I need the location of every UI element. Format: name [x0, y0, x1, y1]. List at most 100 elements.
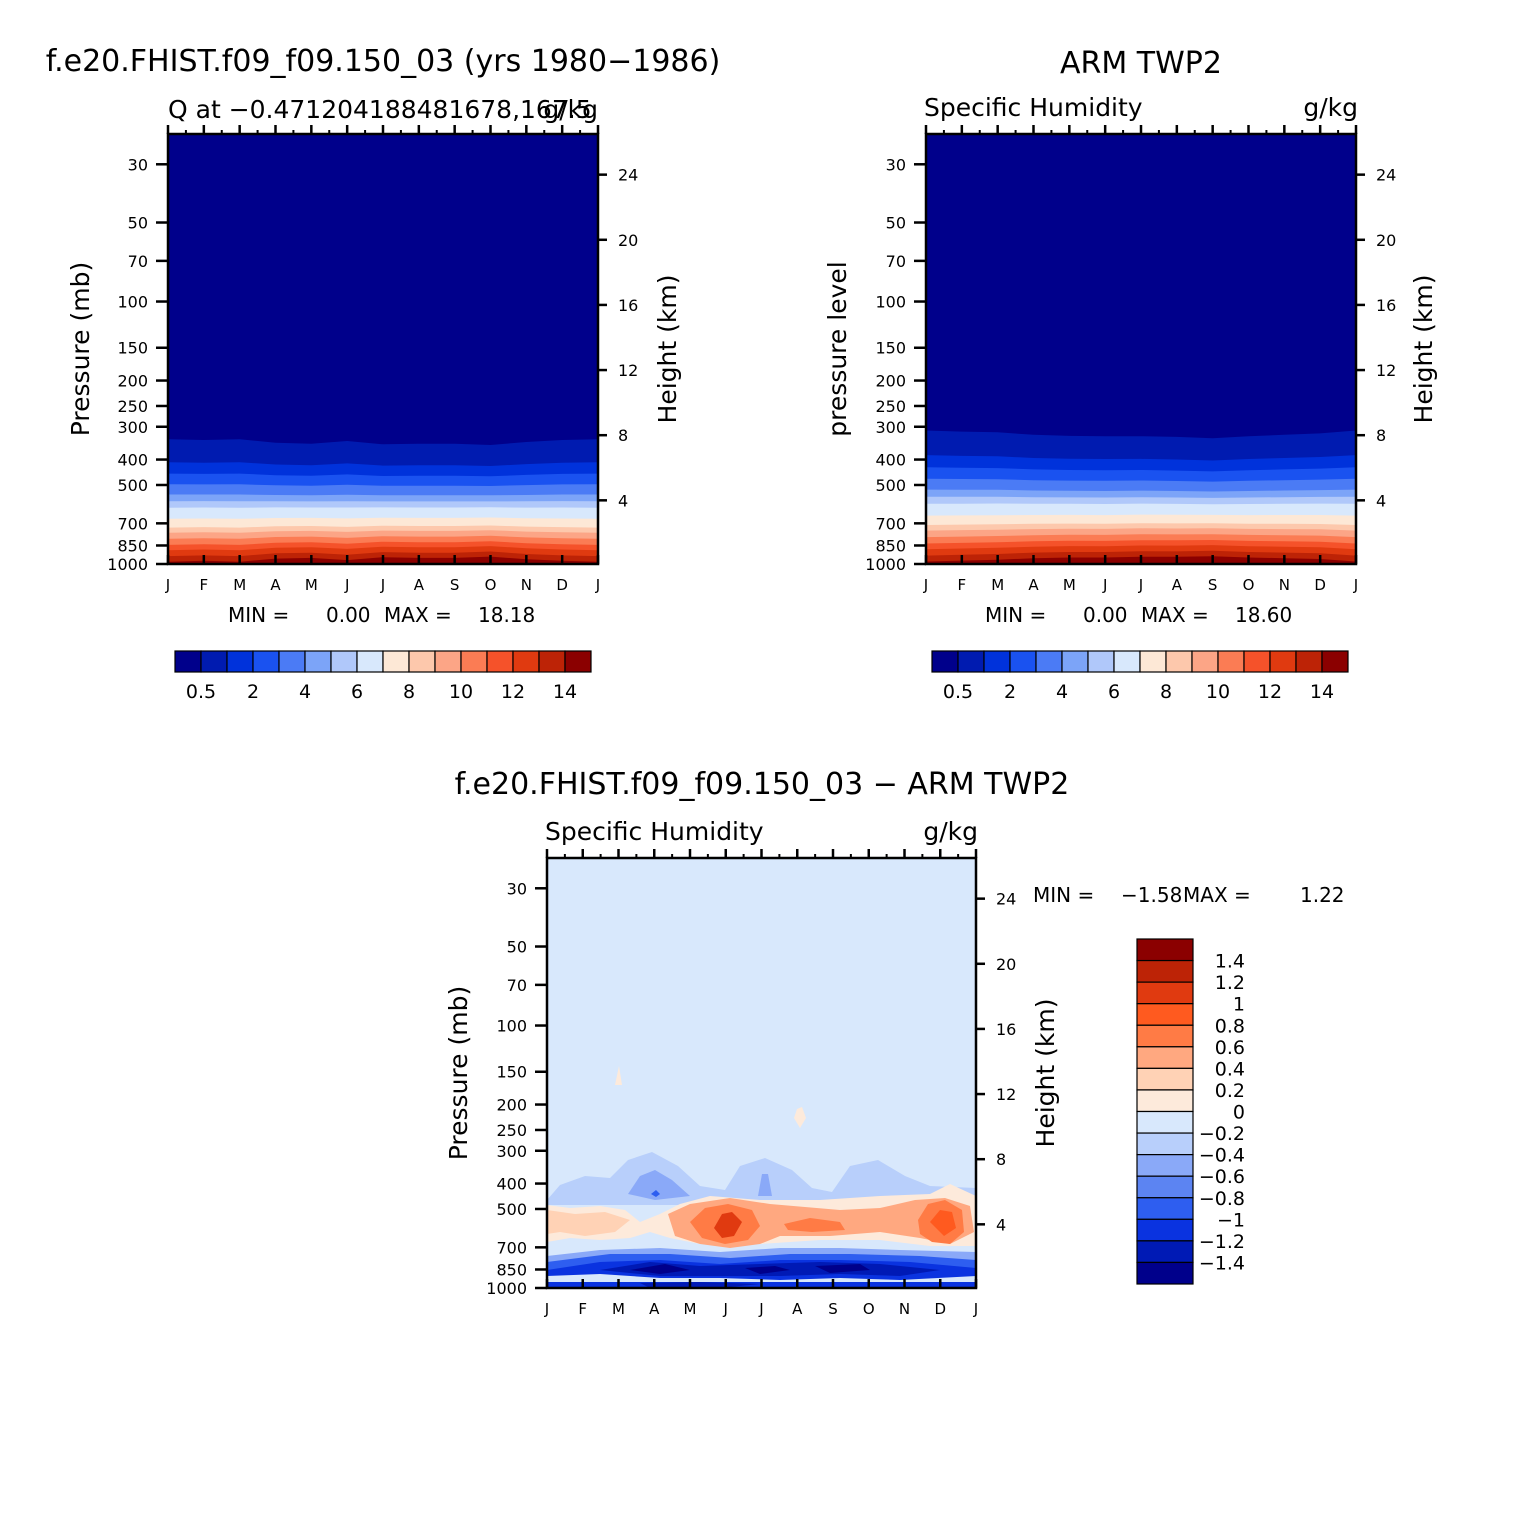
diff-ylabel: Pressure (mb)	[444, 986, 473, 1160]
colorbar-label: 8	[1160, 681, 1172, 703]
colorbar-box	[1136, 1154, 1194, 1177]
right-y-tick-label: 12	[618, 361, 638, 380]
x-tick-label: M	[1063, 576, 1076, 594]
y-tick-label: 400	[117, 451, 148, 470]
colorbar-box	[1136, 1046, 1194, 1069]
colorbar-box	[931, 650, 959, 673]
x-tick-label: J	[380, 576, 385, 594]
colorbar-box	[1217, 650, 1245, 673]
x-tick-label: M	[684, 1300, 697, 1318]
model-ylabel: Pressure (mb)	[66, 262, 95, 436]
colorbar-box	[226, 650, 254, 673]
obs-max-value: 18.60	[1235, 603, 1292, 627]
diff-plot-area	[547, 858, 976, 1288]
colorbar-box	[1136, 1132, 1194, 1156]
y-tick-label: 50	[128, 214, 148, 233]
diff-axis-ticks: J F M A M J J A S O N D J 30 50 70 100 150 200 250 300 400 500…	[486, 849, 1016, 1318]
y-tick-label: 400	[875, 451, 906, 470]
colorbar-box	[434, 650, 462, 673]
colorbar-box	[330, 650, 358, 673]
right-y-tick-label: 8	[996, 1150, 1006, 1169]
colorbar-label: 0.5	[943, 681, 973, 703]
right-y-tick-label: 4	[996, 1215, 1006, 1234]
colorbar-box	[1136, 1261, 1194, 1285]
x-tick-label: S	[450, 576, 460, 594]
x-tick-label: N	[1279, 576, 1290, 594]
y-tick-label: 700	[496, 1238, 527, 1257]
colorbar-label: 2	[247, 681, 259, 703]
colorbar-box	[1136, 1003, 1194, 1026]
y-tick-label: 30	[886, 155, 906, 174]
x-tick-label: A	[1028, 576, 1039, 594]
colorbar-label: 4	[1056, 681, 1068, 703]
y-tick-label: 200	[496, 1096, 527, 1115]
x-tick-label: S	[1208, 576, 1218, 594]
x-tick-label: J	[595, 576, 600, 594]
x-tick-label: A	[270, 576, 281, 594]
diff-speck-mid	[794, 1107, 806, 1128]
x-tick-label: O	[1243, 576, 1255, 594]
model-contour-bands	[168, 439, 598, 564]
obs-plot-area	[926, 134, 1356, 564]
diff-max-value: 1.22	[1300, 883, 1345, 907]
y-tick-label: 850	[875, 536, 906, 555]
colorbar-box	[1136, 1089, 1194, 1113]
colorbar-box	[1009, 650, 1037, 673]
obs-colorbar: 0.5 2 4 6 8 10 12 14	[931, 650, 1349, 703]
model-right-ylabel: Height (km)	[653, 275, 682, 424]
colorbar-box	[200, 650, 228, 673]
model-plot-area	[168, 134, 598, 564]
right-y-tick-label: 24	[996, 890, 1016, 909]
model-axis-ticks: J F M A M J J A S O N D J 30 50 70 100 150 200 250 300 400 500…	[107, 125, 638, 594]
colorbar-box	[564, 650, 592, 673]
y-tick-label: 250	[117, 397, 148, 416]
right-y-tick-label: 24	[1376, 166, 1396, 185]
y-tick-label: 1000	[107, 555, 148, 574]
x-tick-label: J	[165, 576, 170, 594]
right-y-tick-label: 20	[996, 955, 1016, 974]
colorbar-label: −1.4	[1199, 1252, 1245, 1274]
obs-min-label: MIN =	[985, 603, 1046, 627]
colorbar-label: 0.6	[1215, 1037, 1245, 1059]
y-tick-label: 100	[875, 293, 906, 312]
x-tick-label: F	[200, 576, 209, 594]
diff-speck-upper	[615, 1066, 622, 1085]
y-tick-label: 500	[117, 476, 148, 495]
colorbar-box	[1139, 650, 1167, 673]
colorbar-label: 0	[1233, 1102, 1245, 1124]
x-tick-label: S	[828, 1300, 838, 1318]
x-tick-label: N	[521, 576, 532, 594]
x-tick-label: M	[612, 1300, 625, 1318]
obs-min-value: 0.00	[1083, 603, 1128, 627]
y-tick-label: 250	[496, 1121, 527, 1140]
y-tick-label: 100	[496, 1017, 527, 1036]
colorbar-box	[957, 650, 985, 673]
colorbar-label: 6	[351, 681, 363, 703]
y-tick-label: 300	[875, 418, 906, 437]
y-tick-label: 70	[507, 976, 527, 995]
x-tick-label: M	[233, 576, 246, 594]
right-y-tick-label: 16	[1376, 296, 1396, 315]
right-y-tick-label: 16	[618, 296, 638, 315]
colorbar-box	[1165, 650, 1193, 673]
diff-pos-jun-core	[714, 1212, 742, 1238]
right-y-tick-label: 20	[618, 231, 638, 250]
y-tick-label: 200	[875, 372, 906, 391]
colorbar-box	[1191, 650, 1219, 673]
model-min-label: MIN =	[228, 603, 289, 627]
diff-min-value: −1.58	[1121, 883, 1182, 907]
y-tick-label: 100	[117, 293, 148, 312]
x-tick-label: J	[923, 576, 928, 594]
x-tick-label: F	[578, 1300, 587, 1318]
y-tick-label: 150	[117, 339, 148, 358]
right-y-tick-label: 20	[1376, 231, 1396, 250]
y-tick-label: 50	[507, 938, 527, 957]
diff-main-title: f.e20.FHIST.f09_f09.150_03 − ARM TWP2	[455, 767, 1070, 802]
x-tick-label: O	[485, 576, 497, 594]
diff-panel: f.e20.FHIST.f09_f09.150_03 − ARM TWP2 Sp…	[444, 767, 1345, 1318]
obs-axis-ticks: J F M A M J J A S O N D J 30 50 70 100 150 200 250 300 400 500…	[865, 125, 1396, 594]
colorbar-box	[1269, 650, 1297, 673]
diff-colorbar: 1.41.210.80.60.40.20−0.2−0.4−0.6−0.8−1−1…	[1136, 938, 1245, 1285]
colorbar-label: 1.4	[1215, 951, 1245, 973]
model-min-value: 0.00	[326, 603, 371, 627]
